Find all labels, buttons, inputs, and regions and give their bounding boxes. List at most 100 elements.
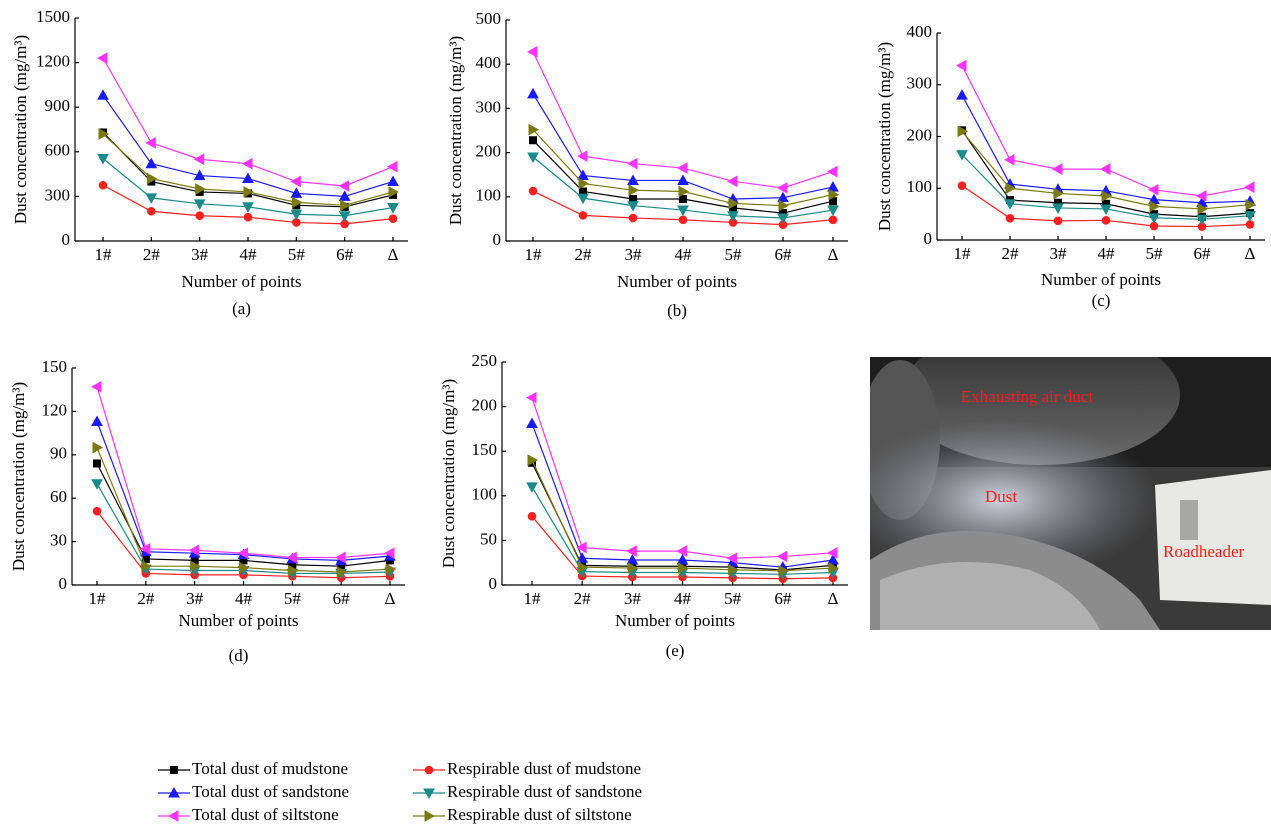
marker [528, 123, 540, 136]
marker [776, 182, 788, 194]
y-tick-label: 150 [472, 440, 498, 459]
marker [243, 212, 253, 222]
marker [243, 186, 255, 198]
marker [1196, 214, 1208, 226]
marker [527, 152, 539, 164]
y-tick-label: 0 [62, 230, 71, 249]
marker [387, 175, 399, 187]
chart: 0 50 100 150 200 250 1# 2# 3# 4# 5# 6# Δ Number of po… [439, 351, 848, 660]
series-line [96, 386, 391, 559]
marker [190, 560, 201, 573]
marker [338, 190, 351, 201]
x-tick-label: 6# [774, 589, 792, 608]
marker [98, 180, 108, 190]
marker [141, 560, 152, 573]
y-axis-label: Dust concentration (mg/m³) [11, 35, 30, 224]
x-tick-label: 1# [954, 244, 972, 263]
marker [91, 479, 103, 490]
marker [242, 202, 254, 213]
legend-label: Respirable dust of siltstone [447, 805, 632, 824]
marker [527, 87, 539, 99]
x-tick-label: 5# [284, 589, 302, 608]
marker [1149, 200, 1161, 213]
marker [286, 551, 297, 564]
marker [955, 59, 967, 72]
y-tick-label: 200 [472, 396, 498, 415]
marker [627, 201, 639, 212]
marker [1053, 187, 1065, 200]
x-tick-label: 1# [525, 245, 543, 264]
marker [626, 545, 637, 557]
marker [778, 564, 789, 577]
marker [239, 561, 250, 574]
x-tick-label: 4# [1098, 244, 1116, 263]
marker [92, 441, 104, 454]
photo-label: Dust [985, 487, 1017, 506]
x-tick-label: 2# [143, 245, 161, 264]
x-tick-label: 2# [1002, 244, 1020, 263]
y-tick-label: 1500 [36, 7, 70, 26]
marker [827, 553, 839, 565]
x-tick-label: 2# [575, 245, 593, 264]
marker [679, 195, 687, 204]
marker [626, 157, 638, 170]
marker [1245, 220, 1255, 229]
marker [290, 175, 301, 188]
caption: (b) [667, 301, 687, 320]
marker [677, 205, 689, 217]
marker [90, 380, 102, 393]
marker [727, 211, 739, 222]
marker [627, 174, 639, 185]
marker [525, 391, 537, 404]
marker [188, 544, 200, 557]
marker [628, 213, 638, 223]
y-tick-label: 300 [907, 74, 933, 93]
x-tick-label: Δ [385, 589, 396, 608]
marker [1051, 163, 1063, 175]
chart: 0 30 60 90 120 150 1# 2# 3# 4# 5# 6# Δ Number of poin… [9, 357, 405, 665]
marker [828, 562, 840, 574]
marker [578, 177, 590, 190]
marker [1005, 213, 1015, 223]
x-tick-label: 1# [524, 589, 542, 608]
marker [777, 213, 789, 225]
x-tick-label: 4# [674, 589, 692, 608]
marker [726, 175, 738, 188]
x-tick-label: 4# [240, 245, 258, 264]
legend-label: Total dust of mudstone [192, 759, 348, 778]
marker [193, 199, 206, 210]
marker [195, 183, 206, 195]
y-axis-label: Dust concentration (mg/m³) [9, 382, 28, 571]
x-tick-label: 5# [725, 245, 743, 264]
marker [576, 150, 588, 162]
y-tick-label: 300 [476, 97, 502, 116]
marker [290, 187, 303, 198]
marker [1099, 163, 1111, 175]
marker [139, 542, 151, 555]
x-tick-label: Δ [828, 245, 839, 264]
marker [97, 89, 109, 100]
marker [826, 165, 838, 178]
caption: (a) [232, 299, 251, 318]
marker [98, 128, 110, 140]
marker [527, 512, 537, 521]
y-tick-label: 0 [493, 230, 502, 249]
y-tick-label: 0 [59, 574, 68, 593]
marker [628, 184, 640, 197]
marker [527, 454, 539, 466]
marker [1148, 213, 1160, 224]
x-tick-label: 6# [333, 589, 351, 608]
x-axis-label: Number of points [1041, 270, 1161, 289]
legend: Total dust of mudstone Total dust of sand… [158, 759, 642, 824]
marker [578, 211, 588, 220]
y-tick-label: 900 [45, 96, 71, 115]
y-tick-label: 0 [924, 229, 933, 248]
marker [577, 561, 589, 574]
marker [387, 203, 399, 214]
marker [676, 162, 688, 174]
y-tick-label: 150 [42, 357, 68, 376]
legend-label: Total dust of sandstone [192, 782, 349, 801]
x-tick-label: 4# [675, 245, 693, 264]
marker [340, 199, 351, 212]
marker [678, 562, 689, 574]
